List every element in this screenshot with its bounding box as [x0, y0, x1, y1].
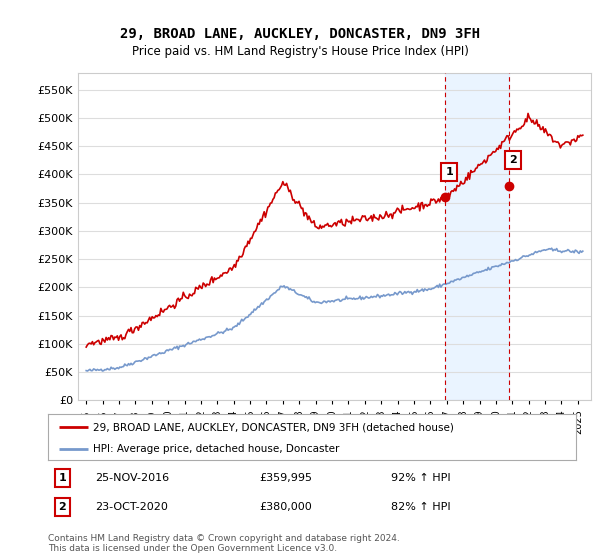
Text: 1: 1 — [445, 167, 453, 176]
Text: Contains HM Land Registry data © Crown copyright and database right 2024.
This d: Contains HM Land Registry data © Crown c… — [48, 534, 400, 553]
Text: £380,000: £380,000 — [259, 502, 312, 512]
Text: 2: 2 — [59, 502, 67, 512]
Text: 1: 1 — [59, 473, 67, 483]
Text: HPI: Average price, detached house, Doncaster: HPI: Average price, detached house, Donc… — [93, 444, 339, 454]
Text: £359,995: £359,995 — [259, 473, 312, 483]
Text: Price paid vs. HM Land Registry's House Price Index (HPI): Price paid vs. HM Land Registry's House … — [131, 45, 469, 58]
Bar — [445, 73, 509, 400]
Text: 25-NOV-2016: 25-NOV-2016 — [95, 473, 170, 483]
Text: 23-OCT-2020: 23-OCT-2020 — [95, 502, 169, 512]
Text: 29, BROAD LANE, AUCKLEY, DONCASTER, DN9 3FH: 29, BROAD LANE, AUCKLEY, DONCASTER, DN9 … — [120, 27, 480, 41]
Text: 82% ↑ HPI: 82% ↑ HPI — [391, 502, 451, 512]
Text: 92% ↑ HPI: 92% ↑ HPI — [391, 473, 451, 483]
Text: 29, BROAD LANE, AUCKLEY, DONCASTER, DN9 3FH (detached house): 29, BROAD LANE, AUCKLEY, DONCASTER, DN9 … — [93, 422, 454, 432]
Text: 2: 2 — [509, 155, 517, 165]
